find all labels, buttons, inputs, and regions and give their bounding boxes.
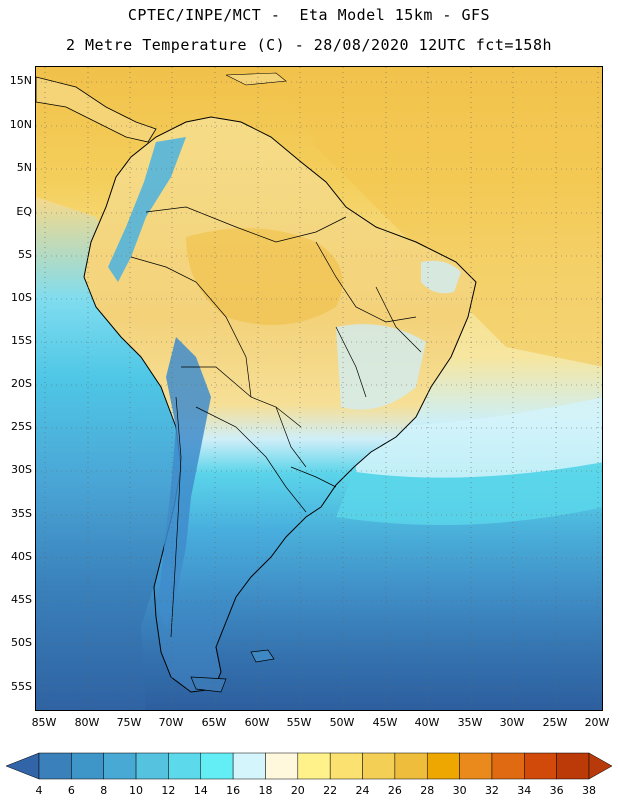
southern-andes-cold-strip: [158, 337, 211, 627]
longitude-tick-label: 35W: [457, 716, 483, 729]
colorbar-tick-label: 28: [420, 784, 435, 797]
colorbar-tick-label: 32: [484, 784, 499, 797]
colorbar-under-triangle: [5, 752, 40, 780]
latitude-tick-label: 15N: [9, 74, 32, 87]
longitude-tick-label: 80W: [74, 716, 100, 729]
falkland-islands: [250, 649, 275, 663]
tropical-atlantic-warm-band: [276, 67, 602, 367]
southeast-brazil-mild: [336, 324, 426, 410]
colorbar-swatch: [135, 752, 169, 780]
south-atlantic-pale-band: [356, 397, 602, 478]
latitude-tick-label: 50S: [11, 636, 32, 649]
latitude-tick-label: 25S: [11, 420, 32, 433]
latitude-tick-label: 55S: [11, 680, 32, 693]
colorbar-tick-label: 8: [100, 784, 108, 797]
longitude-tick-label: 60W: [244, 716, 270, 729]
map-title-line-2: 2 Metre Temperature (C) - 28/08/2020 12U…: [65, 36, 553, 54]
colorbar-tick-label: 4: [35, 784, 43, 797]
colorbar-swatch: [71, 752, 104, 780]
latitude-tick-label: 20S: [11, 377, 32, 390]
latitude-tick-label: 30S: [11, 463, 32, 476]
border-argentina-north: [195, 406, 307, 513]
colorbar-swatch: [426, 752, 460, 780]
border-bolivia-paraguay: [181, 366, 302, 428]
northeast-brazil-mild: [421, 260, 461, 294]
longitude-tick-label: 25W: [542, 716, 568, 729]
amazon-warm-core: [186, 228, 343, 325]
colorbar-over-triangle: [588, 752, 613, 780]
colorbar-tick-label: 34: [517, 784, 532, 797]
longitude-tick-label: 55W: [286, 716, 312, 729]
latitude-tick-label: 10N: [9, 118, 32, 131]
colorbar-swatch: [297, 752, 331, 780]
longitude-tick-label: 20W: [584, 716, 610, 729]
latitude-tick-label: 35S: [11, 507, 32, 520]
colorbar-tick-label: 12: [161, 784, 176, 797]
colorbar-swatch: [491, 752, 525, 780]
map-title-line-1: CPTEC/INPE/MCT - Eta Model 15km - GFS: [127, 6, 491, 24]
colorbar-swatch: [168, 752, 202, 780]
latitude-tick-label: 5N: [16, 161, 32, 174]
latitude-tick-label: EQ: [16, 205, 32, 218]
temperature-colorbar: [5, 752, 613, 780]
longitude-tick-label: 70W: [158, 716, 184, 729]
border-brazil-states-1: [315, 241, 417, 323]
longitude-tick-label: 75W: [116, 716, 142, 729]
latitude-tick-label: 15S: [11, 334, 32, 347]
colorbar-tick-label: 18: [258, 784, 273, 797]
map-canvas: [36, 67, 602, 710]
colorbar-swatch: [524, 752, 557, 780]
border-chile-argentina: [170, 396, 182, 638]
colorbar-tick-label: 6: [67, 784, 75, 797]
latitude-tick-label: 40S: [11, 550, 32, 563]
longitude-tick-label: 30W: [499, 716, 525, 729]
colorbar-tick-label: 30: [452, 784, 467, 797]
colorbar-tick-label: 38: [582, 784, 596, 797]
colorbar-tick-label: 22: [323, 784, 338, 797]
longitude-tick-label: 85W: [31, 716, 57, 729]
country-borders: [130, 206, 422, 638]
tierra-del-fuego: [190, 676, 227, 693]
latitude-tick-label: 45S: [11, 593, 32, 606]
latitude-tick-label: 5S: [18, 248, 32, 261]
border-uruguay: [290, 466, 337, 488]
colorbar-swatch: [362, 752, 396, 780]
pacific-ocean: [36, 197, 186, 710]
border-colombia-venezuela-brazil: [145, 206, 347, 243]
colorbar-tick-label: 10: [129, 784, 144, 797]
colorbar-swatch: [459, 752, 493, 780]
longitude-tick-label: 45W: [372, 716, 398, 729]
colorbar-tick-label: 16: [226, 784, 241, 797]
colorbar-swatch: [265, 752, 299, 780]
colorbar-swatch: [200, 752, 234, 780]
colorbar-tick-label: 24: [355, 784, 370, 797]
colorbar-swatch: [103, 752, 137, 780]
colorbar-tick-label: 36: [549, 784, 564, 797]
colorbar-swatch: [38, 752, 72, 780]
colorbar-swatch: [556, 752, 590, 780]
longitude-tick-label: 65W: [201, 716, 227, 729]
border-brazil-states-3: [375, 286, 422, 353]
longitude-tick-label: 40W: [414, 716, 440, 729]
latitude-tick-label: 10S: [11, 291, 32, 304]
temperature-map: [35, 66, 603, 711]
colorbar-tick-label: 26: [387, 784, 402, 797]
colorbar-tick-label: 14: [193, 784, 208, 797]
border-brazil-states-2: [335, 326, 367, 398]
colorbar-swatch: [329, 752, 363, 780]
colorbar-swatch: [394, 752, 428, 780]
colorbar-swatch: [232, 752, 266, 780]
longitude-tick-label: 50W: [329, 716, 355, 729]
border-paraguay-brazil: [275, 406, 307, 468]
northern-andes-cold-strip: [108, 137, 186, 282]
border-peru-brazil-bolivia: [130, 256, 252, 398]
colorbar-tick-label: 20: [290, 784, 305, 797]
